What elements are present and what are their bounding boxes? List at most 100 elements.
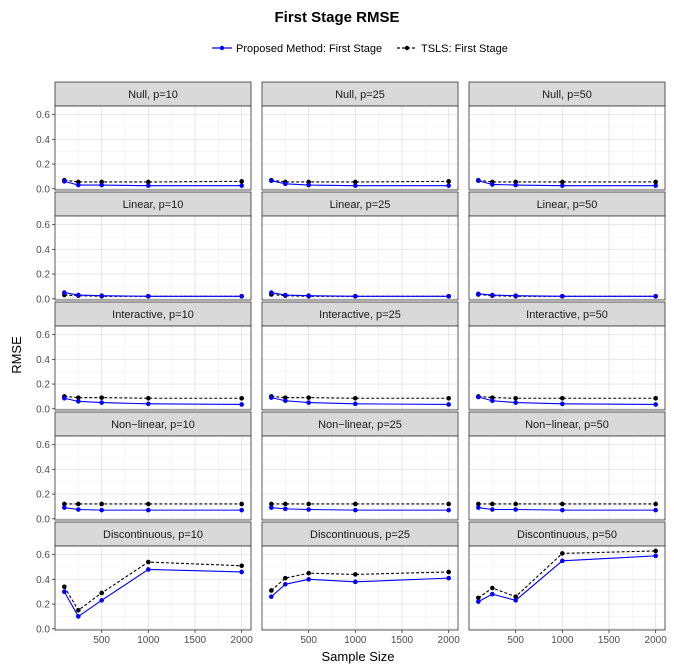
panel-6: Interactive, p=10 0.0 0.2 0.4 0.6 [36,301,252,415]
panel-strip-label: Null, p=10 [128,89,178,101]
data-point [446,575,451,581]
panel-plot-area [469,436,665,520]
panel-0: Null, p=10 0.0 0.2 0.4 0.6 [36,81,252,195]
data-point [353,507,358,513]
data-point [306,507,311,512]
panel-8: Interactive, p=50 [468,301,666,411]
data-point [283,506,288,512]
data-point [653,395,658,401]
x-tick-label: 2000 [645,635,668,646]
data-point [513,501,518,507]
x-tick-label: 1000 [137,635,160,646]
data-point [146,293,151,299]
y-tick-label: 0.4 [36,575,50,586]
data-point [62,501,67,507]
y-tick-label: 0.2 [36,160,50,171]
panel-strip-label: Linear, p=10 [123,199,184,211]
panel-strip-label: Null, p=25 [335,89,385,101]
panel-13: Discontinuous, p=25 500 1000 1500 2000 [261,521,460,646]
data-point [239,501,244,507]
data-point [476,291,481,297]
data-point [353,501,358,507]
data-point [560,293,565,299]
y-tick-label: 0.4 [36,135,50,146]
data-point [239,179,244,184]
data-point [146,395,151,401]
y-tick-label: 0.0 [36,624,50,635]
data-point [560,401,565,407]
data-point [99,590,104,596]
data-point [99,395,104,400]
data-point [653,553,658,559]
data-point [476,394,481,400]
data-point [239,395,244,401]
data-point [353,179,358,185]
data-point [653,507,658,513]
data-point [306,577,311,582]
data-point [490,182,495,187]
panel-strip-label: Interactive, p=25 [319,309,401,321]
panel-border [468,105,666,191]
panel-border [261,325,459,411]
data-point [99,507,104,513]
panel-border [261,435,459,521]
data-point [306,293,311,298]
chart-title: First Stage RMSE [274,9,399,26]
panel-10: Non−linear, p=25 [261,411,459,521]
data-point [353,572,358,577]
data-point [490,507,495,512]
data-point [76,395,81,400]
data-point [269,505,274,510]
y-tick-label: 0.4 [36,355,50,366]
data-point [76,399,81,404]
data-point [62,505,67,510]
panel-border [468,325,666,411]
x-tick-label: 1500 [391,635,414,646]
data-point [446,569,451,575]
y-tick-label: 0.2 [36,270,50,281]
data-point [446,507,451,513]
panel-strip [54,191,252,217]
data-point [560,507,565,513]
panel-plot-area [262,546,458,630]
data-point [353,579,358,585]
legend: Proposed Method: First Stage TSLS: First … [212,43,508,55]
panel-plot-area [262,216,458,300]
x-tick-label: 1500 [598,635,621,646]
data-point [306,395,311,400]
data-point [513,400,518,405]
panel-strip-label: Discontinuous, p=25 [310,529,410,541]
panel-border [468,435,666,521]
x-tick-label: 1000 [344,635,367,646]
data-point [446,293,451,299]
y-tick-label: 0.6 [36,440,50,451]
panel-7: Interactive, p=25 [261,301,459,411]
data-point [353,401,358,407]
data-point [239,293,244,299]
data-point [560,558,565,564]
panel-strip [468,411,666,437]
data-point [560,501,565,507]
data-point [446,501,451,507]
data-point [99,501,104,507]
panel-plot-area [262,106,458,190]
data-point [490,591,495,597]
data-point [513,293,518,298]
panel-strip [468,191,666,217]
panel-1: Null, p=25 [261,81,459,191]
data-point [146,183,151,188]
data-point [306,400,311,405]
y-tick-label: 0.6 [36,220,50,231]
x-tick-label: 500 [93,635,110,646]
data-point [239,563,244,569]
panel-plot-area [55,436,251,520]
data-point [476,178,481,184]
panel-strip [468,81,666,107]
y-axis-title: RMSE [9,336,24,374]
data-point [306,570,311,576]
panel-strip-label: Interactive, p=10 [112,309,194,321]
data-point [560,395,565,401]
legend-label-1: TSLS: First Stage [421,43,508,55]
panel-border [54,215,252,301]
panel-3: Linear, p=10 0.0 0.2 0.4 0.6 [36,191,252,305]
